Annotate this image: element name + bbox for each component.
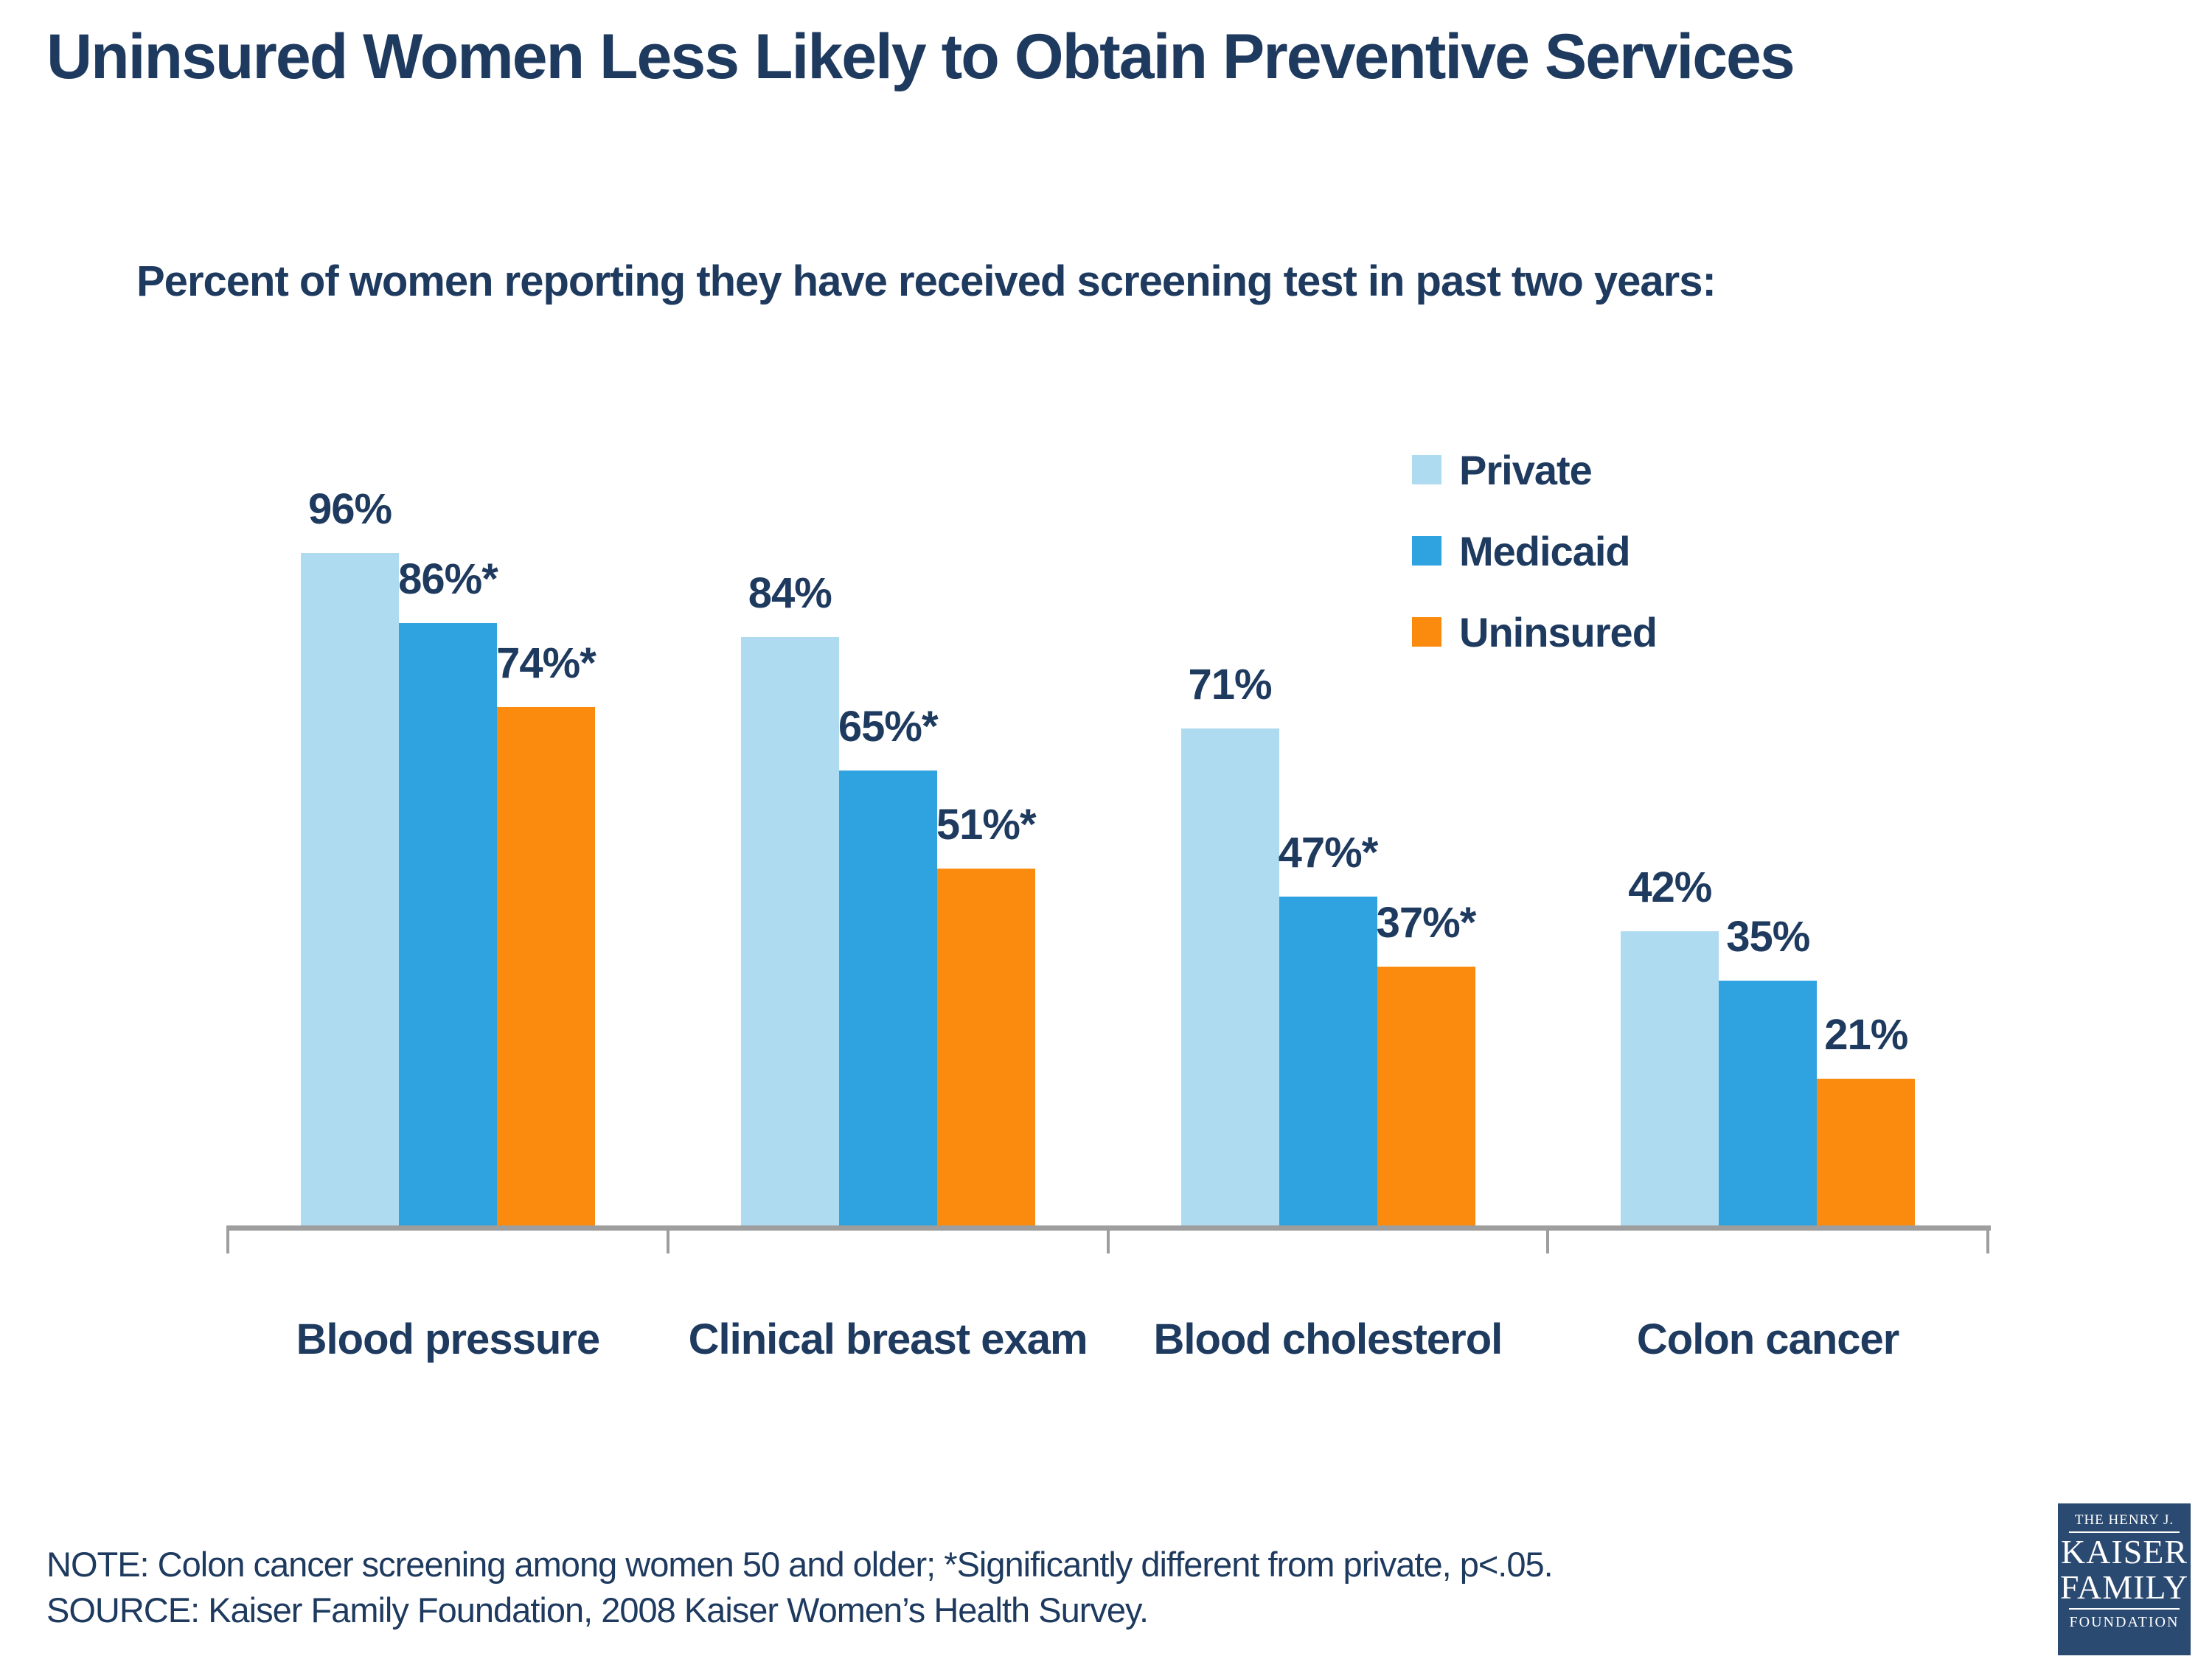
kff-logo-rule-top — [2069, 1531, 2180, 1533]
bar-value-label: 71% — [1188, 660, 1272, 709]
legend-item-private: Private — [1412, 445, 1657, 494]
kff-logo-henry-j: THE HENRY J. — [2074, 1512, 2174, 1528]
x-axis-tick — [1546, 1225, 1550, 1253]
legend-item-medicaid: Medicaid — [1412, 526, 1657, 575]
bar-value-label: 86%* — [398, 555, 498, 603]
x-axis-tick — [1986, 1225, 1989, 1253]
bar-value-label: 42% — [1628, 863, 1712, 911]
bar-medicaid-1 — [838, 770, 937, 1225]
bar-private-0 — [301, 553, 399, 1225]
kff-logo-kaiser: KAISER — [2060, 1533, 2188, 1571]
page-title: Uninsured Women Less Likely to Obtain Pr… — [46, 21, 1795, 92]
category-label-2: Blood cholesterol — [1153, 1315, 1503, 1363]
kff-logo: THE HENRY J. KAISER FAMILY FOUNDATION — [2058, 1503, 2191, 1655]
legend-item-uninsured: Uninsured — [1412, 608, 1658, 656]
legend-swatch-medicaid — [1412, 536, 1441, 566]
bar-medicaid-0 — [399, 623, 497, 1225]
legend-label-uninsured: Uninsured — [1459, 608, 1658, 655]
bar-value-label: 21% — [1824, 1010, 1908, 1059]
bar-uninsured-0 — [497, 707, 595, 1225]
x-axis-tick — [666, 1225, 669, 1253]
category-label-1: Clinical breast exam — [688, 1315, 1088, 1363]
kff-logo-rule-bottom — [2069, 1607, 2180, 1610]
bar-value-label: 96% — [307, 485, 392, 533]
bar-value-label: 74%* — [496, 639, 597, 687]
bar-value-label: 51%* — [936, 800, 1037, 849]
kff-logo-foundation: FOUNDATION — [2069, 1613, 2180, 1630]
x-axis-tick — [226, 1225, 229, 1253]
bar-medicaid-2 — [1279, 896, 1377, 1225]
x-axis-line — [228, 1225, 1991, 1231]
chart-subtitle: Percent of women reporting they have rec… — [136, 257, 1717, 305]
bar-value-label: 65%* — [838, 702, 939, 751]
legend-swatch-uninsured — [1412, 617, 1441, 647]
bar-uninsured-1 — [936, 868, 1035, 1225]
bar-medicaid-3 — [1719, 980, 1818, 1225]
bar-private-2 — [1180, 728, 1279, 1225]
source-text: SOURCE: Kaiser Family Foundation, 2008 K… — [46, 1590, 1149, 1630]
legend-label-medicaid: Medicaid — [1459, 527, 1631, 574]
legend: Private Medicaid Uninsured — [1412, 445, 1658, 689]
legend-label-private: Private — [1459, 446, 1593, 493]
bar-value-label: 84% — [748, 569, 832, 617]
category-label-3: Colon cancer — [1636, 1315, 1899, 1363]
bar-private-3 — [1621, 931, 1719, 1225]
bar-value-label: 35% — [1726, 912, 1810, 961]
bar-private-1 — [740, 637, 839, 1225]
x-axis-tick — [1106, 1225, 1110, 1253]
bar-uninsured-2 — [1377, 966, 1475, 1225]
kff-logo-family: FAMILY — [2059, 1568, 2189, 1606]
category-label-0: Blood pressure — [296, 1315, 600, 1363]
bar-uninsured-3 — [1817, 1078, 1916, 1225]
legend-swatch-private — [1412, 455, 1441, 484]
bar-value-label: 37%* — [1376, 898, 1477, 947]
note-text: NOTE: Colon cancer screening among women… — [46, 1545, 1554, 1584]
bar-value-label: 47%* — [1278, 828, 1379, 877]
